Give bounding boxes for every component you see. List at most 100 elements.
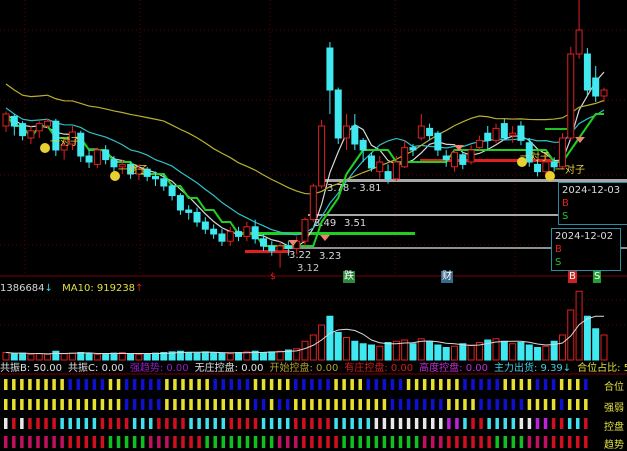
indicator-strip-bar	[294, 418, 298, 429]
volume-bar	[318, 324, 326, 361]
candle-down	[176, 195, 184, 211]
red-level-line	[420, 159, 555, 162]
indicator-strip-bar	[551, 436, 556, 448]
candle-up	[509, 132, 517, 137]
indicator-strip-bar	[285, 399, 290, 410]
indicator-strip-bar	[269, 379, 274, 390]
fall-marker[interactable]: 跌	[343, 271, 355, 283]
indicator-strip-bar	[60, 399, 64, 410]
indicator-strip-bar	[221, 436, 226, 448]
volume-bar	[442, 347, 450, 361]
indicator-strip-bar	[253, 399, 258, 410]
sell-marker[interactable]: S	[593, 271, 602, 283]
indicator-strip-bar	[455, 379, 459, 390]
volume-bar	[309, 334, 317, 361]
candle-down	[168, 185, 176, 197]
indicator-strip-bar	[205, 436, 209, 448]
info-box-2024-12-03[interactable]: 2024-12-03 B S	[558, 182, 627, 225]
indicator-strip-bar	[422, 399, 427, 410]
indicator-strip-bar	[390, 379, 395, 390]
indicator-strip-bar	[302, 379, 306, 390]
diamond-signal-icon	[288, 240, 298, 246]
indicator-value: 高度控盘: 0.00	[419, 363, 488, 374]
indicator-strip-bar	[519, 399, 524, 410]
indicator-strip-bar	[471, 436, 475, 448]
volume-bar	[93, 353, 101, 361]
indicator-strip-bar	[36, 399, 40, 410]
indicator-strip-bar	[84, 399, 89, 410]
indicator-strip-bar	[285, 418, 290, 429]
indicator-strip-bar	[455, 399, 459, 410]
smiley-icon	[545, 171, 555, 181]
indicator-strip-bar	[52, 436, 56, 448]
buy-marker[interactable]: B	[568, 271, 577, 283]
candle-down	[143, 168, 151, 177]
pair-annotation: 一对子	[520, 152, 550, 163]
info-box-2024-12-02[interactable]: 2024-12-02 B S	[551, 228, 621, 271]
indicator-strip-bar	[447, 399, 451, 410]
indicator-strip-bar	[229, 399, 234, 410]
indicator-strip-bar	[84, 436, 89, 448]
indicator-strip-bar	[584, 436, 588, 448]
indicator-strip-bar	[543, 436, 548, 448]
volume-bar	[384, 342, 392, 361]
indicator-strip-bar	[285, 379, 290, 390]
indicator-strip-bar	[576, 418, 580, 429]
indicator-strip-bar	[277, 399, 282, 410]
indicator-strip-bar	[576, 379, 580, 390]
strip-label-trend: 趋势	[604, 440, 624, 451]
finance-marker[interactable]: 财	[441, 271, 453, 283]
indicator-strip-bar	[132, 399, 137, 410]
indicator-strip-bar	[519, 418, 524, 429]
indicator-strip-bar	[559, 379, 564, 390]
indicator-strip-bar	[261, 399, 266, 410]
volume-bar	[401, 339, 409, 361]
indicator-strip-bar	[406, 399, 411, 410]
volume-bar	[193, 352, 201, 361]
indicator-strip-bar	[269, 418, 274, 429]
indicator-strip-bar	[318, 436, 322, 448]
indicator-strip-bar	[463, 418, 467, 429]
volume-bar	[583, 315, 591, 361]
indicator-strip-bar	[44, 436, 48, 448]
volume-bar	[359, 343, 367, 361]
indicator-strip-bar	[36, 379, 40, 390]
candle-down	[85, 155, 93, 163]
indicator-strip-bar	[447, 436, 451, 448]
volume-bar	[558, 334, 566, 361]
indicator-strip-bar	[535, 436, 540, 448]
indicator-strip-bar	[165, 379, 169, 390]
dollar-marker[interactable]: $	[270, 272, 276, 282]
indicator-strip-bar	[181, 436, 185, 448]
volume-bar	[135, 353, 143, 361]
indicator-strip-bar	[116, 418, 121, 429]
candle-up	[600, 89, 608, 97]
volume-bar	[484, 339, 492, 361]
volume-bar	[343, 337, 351, 361]
candle-down	[152, 175, 159, 180]
indicator-strip-bar	[374, 418, 379, 429]
indicator-strip-bar	[4, 399, 8, 410]
indicator-strip-bar	[84, 418, 89, 429]
support-band-line	[320, 179, 627, 182]
indicator-strip-bar	[28, 418, 32, 429]
volume-bar	[110, 352, 118, 361]
volume-bar	[268, 351, 276, 361]
candle-up	[401, 147, 409, 168]
indicator-strip-bar	[487, 379, 491, 390]
volume-bar	[201, 351, 209, 361]
pair-annotation: 一对子	[50, 137, 80, 148]
volume-bar	[19, 352, 27, 361]
indicator-strip-bar	[132, 418, 137, 429]
indicator-strip-bar	[213, 436, 217, 448]
red-level-line	[245, 250, 290, 253]
diamond-signal-icon	[454, 145, 464, 151]
indicator-strip-bar	[584, 418, 588, 429]
indicator-strip-bar	[439, 436, 443, 448]
volume-bar	[143, 353, 151, 361]
indicator-strip-bar	[366, 436, 371, 448]
candle-up	[60, 144, 68, 151]
indicator-strip-bar	[567, 418, 572, 429]
indicator-strip-bar	[430, 418, 435, 429]
candle-down	[326, 47, 334, 91]
